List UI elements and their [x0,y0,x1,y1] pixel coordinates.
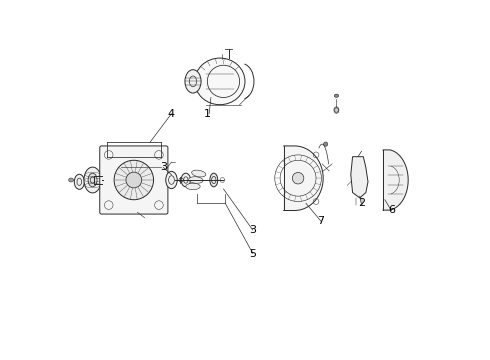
Text: 2: 2 [358,198,365,208]
Ellipse shape [334,107,339,113]
Bar [359,173,363,182]
Ellipse shape [210,173,218,187]
Ellipse shape [74,174,84,189]
Ellipse shape [334,94,339,97]
Polygon shape [284,146,323,211]
Text: 4: 4 [168,109,175,119]
Circle shape [293,172,304,184]
FancyBboxPatch shape [100,146,168,214]
Ellipse shape [181,173,191,187]
Ellipse shape [186,183,200,190]
Ellipse shape [189,177,203,183]
Ellipse shape [166,171,177,189]
Ellipse shape [195,58,245,105]
Text: 3: 3 [249,225,256,235]
Ellipse shape [69,178,74,182]
Text: 3: 3 [160,162,167,172]
Ellipse shape [192,170,206,177]
Ellipse shape [84,167,101,193]
Text: 6: 6 [388,206,395,216]
Text: 7: 7 [318,216,324,226]
Bar [354,173,357,182]
Polygon shape [351,157,368,198]
Polygon shape [383,150,408,210]
Circle shape [323,142,328,146]
Text: 5: 5 [249,248,256,258]
Circle shape [126,172,142,188]
Text: 1: 1 [204,109,211,119]
Ellipse shape [88,173,97,187]
Circle shape [114,160,153,200]
Ellipse shape [185,70,201,93]
